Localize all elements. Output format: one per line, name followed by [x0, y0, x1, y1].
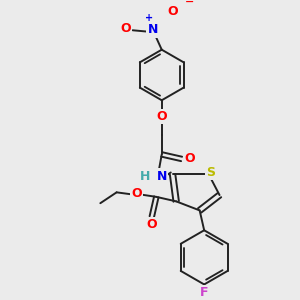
Text: F: F [200, 286, 208, 299]
Text: O: O [167, 5, 178, 18]
Text: O: O [120, 22, 131, 34]
Text: O: O [131, 187, 142, 200]
Text: O: O [156, 110, 167, 123]
Text: N: N [157, 169, 167, 183]
Text: N: N [148, 23, 158, 36]
Text: S: S [206, 166, 215, 179]
Text: O: O [146, 218, 157, 231]
Text: −: − [185, 0, 195, 7]
Text: H: H [140, 169, 151, 183]
Text: +: + [146, 13, 154, 23]
Text: O: O [184, 152, 195, 165]
